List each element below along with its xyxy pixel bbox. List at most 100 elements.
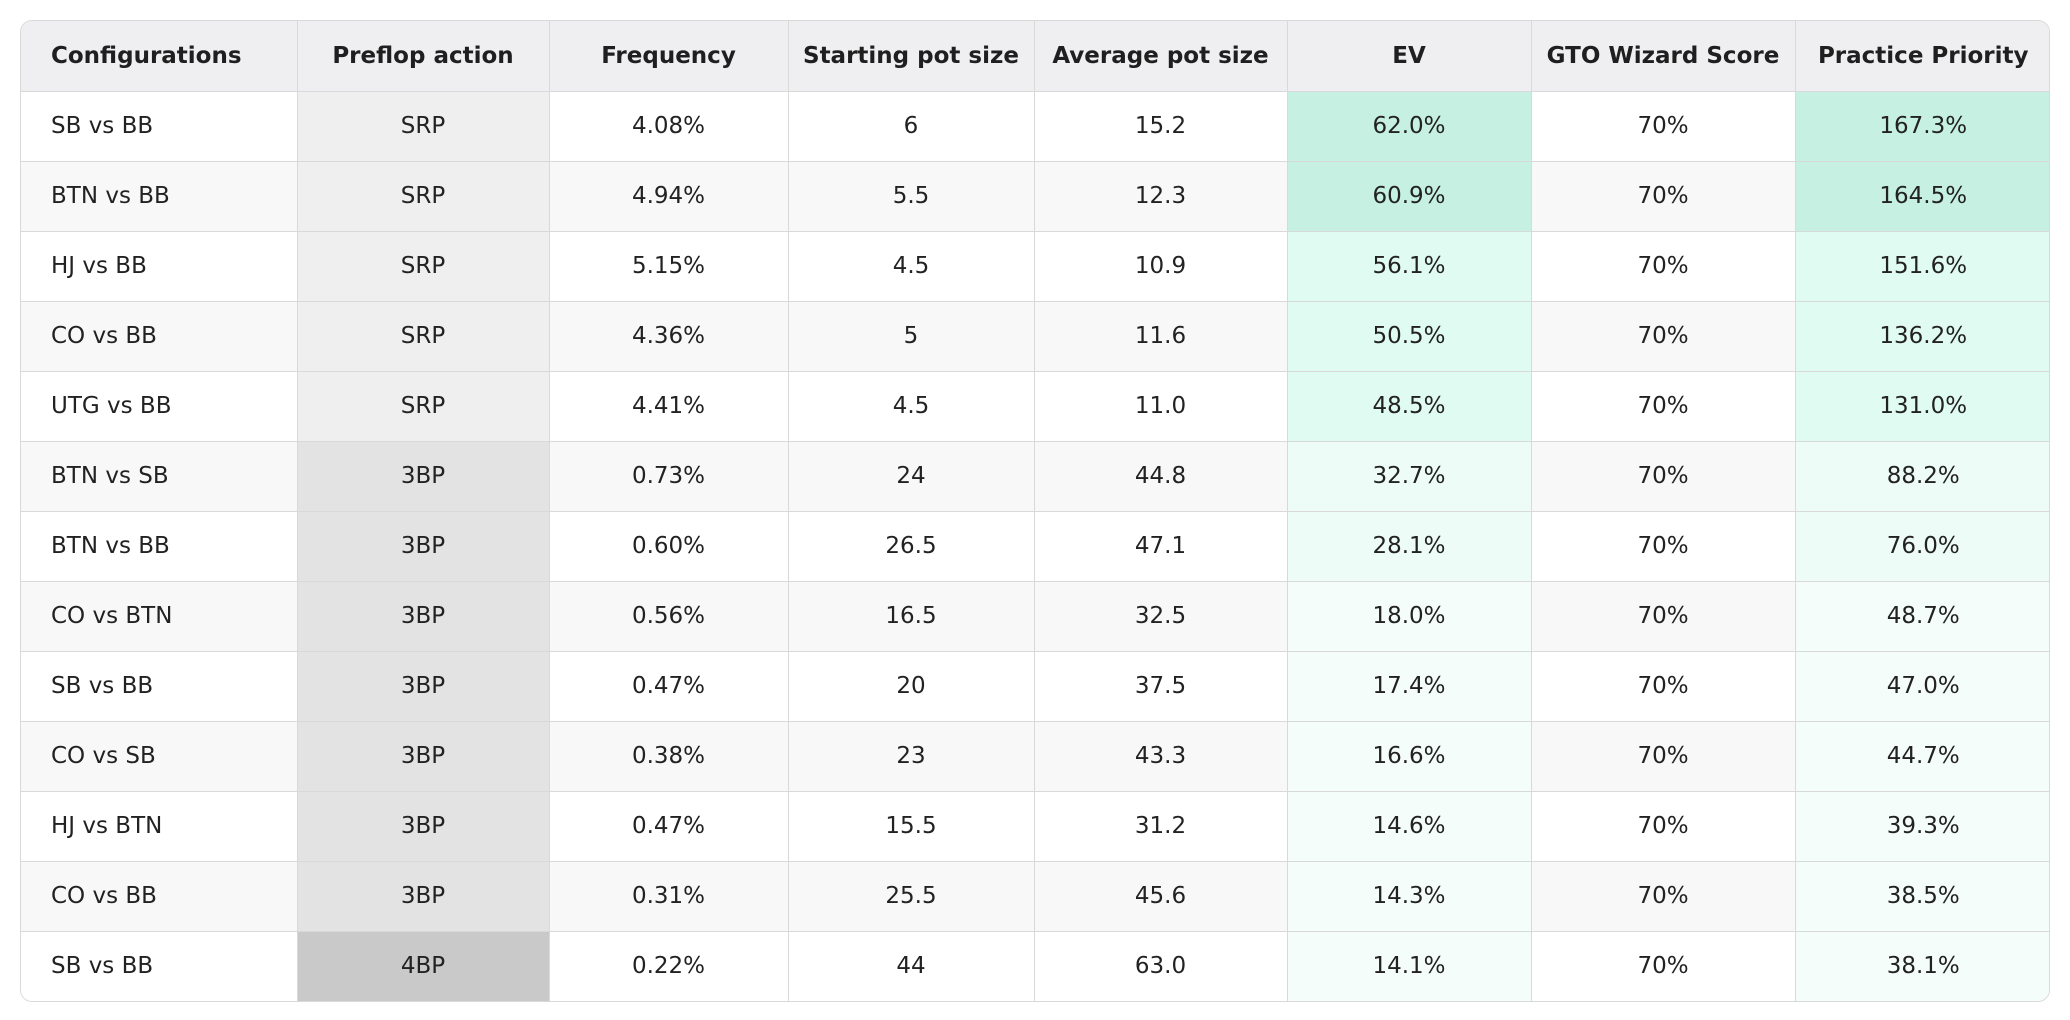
table-row[interactable]: CO vs SB 3BP 0.38% 23 43.3 16.6% 70% 44.… xyxy=(21,721,2049,792)
cell-frequency: 4.08% xyxy=(549,91,789,162)
cell-average-pot-size: 47.1 xyxy=(1034,511,1288,582)
cell-gto-wizard-score: 70% xyxy=(1531,301,1796,372)
header-average-pot-size[interactable]: Average pot size xyxy=(1034,21,1288,92)
cell-configuration: CO vs BB xyxy=(21,301,298,372)
cell-ev: 17.4% xyxy=(1287,651,1532,722)
cell-preflop-action: SRP xyxy=(297,91,550,162)
cell-practice-priority: 38.1% xyxy=(1795,931,2049,1001)
cell-starting-pot-size: 4.5 xyxy=(788,231,1035,302)
header-gto-wizard-score[interactable]: GTO Wizard Score xyxy=(1531,21,1796,92)
cell-frequency: 4.36% xyxy=(549,301,789,372)
cell-frequency: 4.94% xyxy=(549,161,789,232)
table-header-row: Configurations Preflop action Frequency … xyxy=(21,21,2049,92)
cell-starting-pot-size: 26.5 xyxy=(788,511,1035,582)
cell-configuration: BTN vs BB xyxy=(21,161,298,232)
cell-average-pot-size: 12.3 xyxy=(1034,161,1288,232)
table-row[interactable]: CO vs BB 3BP 0.31% 25.5 45.6 14.3% 70% 3… xyxy=(21,861,2049,932)
cell-practice-priority: 131.0% xyxy=(1795,371,2049,442)
header-practice-priority[interactable]: Practice Priority xyxy=(1795,21,2049,92)
table-row[interactable]: SB vs BB 3BP 0.47% 20 37.5 17.4% 70% 47.… xyxy=(21,651,2049,722)
cell-configuration: SB vs BB xyxy=(21,651,298,722)
cell-configuration: BTN vs BB xyxy=(21,511,298,582)
cell-starting-pot-size: 25.5 xyxy=(788,861,1035,932)
cell-ev: 14.6% xyxy=(1287,791,1532,862)
header-configurations[interactable]: Configurations xyxy=(21,21,298,92)
cell-average-pot-size: 45.6 xyxy=(1034,861,1288,932)
cell-average-pot-size: 15.2 xyxy=(1034,91,1288,162)
header-preflop-action[interactable]: Preflop action xyxy=(297,21,550,92)
cell-gto-wizard-score: 70% xyxy=(1531,721,1796,792)
cell-practice-priority: 151.6% xyxy=(1795,231,2049,302)
table-row[interactable]: CO vs BB SRP 4.36% 5 11.6 50.5% 70% 136.… xyxy=(21,301,2049,372)
cell-practice-priority: 136.2% xyxy=(1795,301,2049,372)
cell-starting-pot-size: 23 xyxy=(788,721,1035,792)
table-row[interactable]: BTN vs BB 3BP 0.60% 26.5 47.1 28.1% 70% … xyxy=(21,511,2049,582)
cell-practice-priority: 76.0% xyxy=(1795,511,2049,582)
cell-practice-priority: 88.2% xyxy=(1795,441,2049,512)
cell-starting-pot-size: 20 xyxy=(788,651,1035,722)
cell-ev: 28.1% xyxy=(1287,511,1532,582)
cell-frequency: 0.56% xyxy=(549,581,789,652)
cell-ev: 60.9% xyxy=(1287,161,1532,232)
cell-gto-wizard-score: 70% xyxy=(1531,441,1796,512)
cell-preflop-action: 3BP xyxy=(297,441,550,512)
cell-average-pot-size: 11.6 xyxy=(1034,301,1288,372)
cell-ev: 56.1% xyxy=(1287,231,1532,302)
cell-gto-wizard-score: 70% xyxy=(1531,861,1796,932)
cell-starting-pot-size: 16.5 xyxy=(788,581,1035,652)
cell-frequency: 0.38% xyxy=(549,721,789,792)
table-row[interactable]: SB vs BB 4BP 0.22% 44 63.0 14.1% 70% 38.… xyxy=(21,931,2049,1001)
cell-preflop-action: 3BP xyxy=(297,721,550,792)
cell-configuration: CO vs BTN xyxy=(21,581,298,652)
cell-frequency: 0.60% xyxy=(549,511,789,582)
cell-frequency: 0.47% xyxy=(549,791,789,862)
cell-frequency: 0.47% xyxy=(549,651,789,722)
cell-ev: 50.5% xyxy=(1287,301,1532,372)
cell-preflop-action: SRP xyxy=(297,371,550,442)
table-row[interactable]: SB vs BB SRP 4.08% 6 15.2 62.0% 70% 167.… xyxy=(21,91,2049,162)
table-row[interactable]: BTN vs SB 3BP 0.73% 24 44.8 32.7% 70% 88… xyxy=(21,441,2049,512)
cell-gto-wizard-score: 70% xyxy=(1531,371,1796,442)
table-row[interactable]: CO vs BTN 3BP 0.56% 16.5 32.5 18.0% 70% … xyxy=(21,581,2049,652)
cell-ev: 48.5% xyxy=(1287,371,1532,442)
cell-configuration: SB vs BB xyxy=(21,931,298,1001)
cell-preflop-action: 3BP xyxy=(297,581,550,652)
cell-starting-pot-size: 6 xyxy=(788,91,1035,162)
header-ev[interactable]: EV xyxy=(1287,21,1532,92)
cell-preflop-action: 3BP xyxy=(297,511,550,582)
cell-starting-pot-size: 5.5 xyxy=(788,161,1035,232)
cell-ev: 32.7% xyxy=(1287,441,1532,512)
configurations-table: Configurations Preflop action Frequency … xyxy=(21,21,2049,1001)
header-starting-pot-size[interactable]: Starting pot size xyxy=(788,21,1035,92)
table-row[interactable]: UTG vs BB SRP 4.41% 4.5 11.0 48.5% 70% 1… xyxy=(21,371,2049,442)
cell-configuration: SB vs BB xyxy=(21,91,298,162)
table-row[interactable]: HJ vs BB SRP 5.15% 4.5 10.9 56.1% 70% 15… xyxy=(21,231,2049,302)
cell-starting-pot-size: 24 xyxy=(788,441,1035,512)
cell-ev: 18.0% xyxy=(1287,581,1532,652)
cell-starting-pot-size: 5 xyxy=(788,301,1035,372)
cell-average-pot-size: 32.5 xyxy=(1034,581,1288,652)
cell-gto-wizard-score: 70% xyxy=(1531,91,1796,162)
cell-frequency: 0.73% xyxy=(549,441,789,512)
cell-configuration: CO vs SB xyxy=(21,721,298,792)
cell-average-pot-size: 31.2 xyxy=(1034,791,1288,862)
cell-frequency: 5.15% xyxy=(549,231,789,302)
cell-practice-priority: 44.7% xyxy=(1795,721,2049,792)
cell-average-pot-size: 43.3 xyxy=(1034,721,1288,792)
cell-preflop-action: SRP xyxy=(297,231,550,302)
cell-configuration: UTG vs BB xyxy=(21,371,298,442)
table-row[interactable]: HJ vs BTN 3BP 0.47% 15.5 31.2 14.6% 70% … xyxy=(21,791,2049,862)
cell-ev: 16.6% xyxy=(1287,721,1532,792)
cell-gto-wizard-score: 70% xyxy=(1531,651,1796,722)
cell-gto-wizard-score: 70% xyxy=(1531,511,1796,582)
header-frequency[interactable]: Frequency xyxy=(549,21,789,92)
cell-gto-wizard-score: 70% xyxy=(1531,161,1796,232)
table-row[interactable]: BTN vs BB SRP 4.94% 5.5 12.3 60.9% 70% 1… xyxy=(21,161,2049,232)
cell-practice-priority: 167.3% xyxy=(1795,91,2049,162)
cell-configuration: CO vs BB xyxy=(21,861,298,932)
configurations-table-card: Configurations Preflop action Frequency … xyxy=(20,20,2050,1002)
cell-preflop-action: SRP xyxy=(297,161,550,232)
cell-frequency: 0.31% xyxy=(549,861,789,932)
cell-practice-priority: 47.0% xyxy=(1795,651,2049,722)
cell-practice-priority: 48.7% xyxy=(1795,581,2049,652)
